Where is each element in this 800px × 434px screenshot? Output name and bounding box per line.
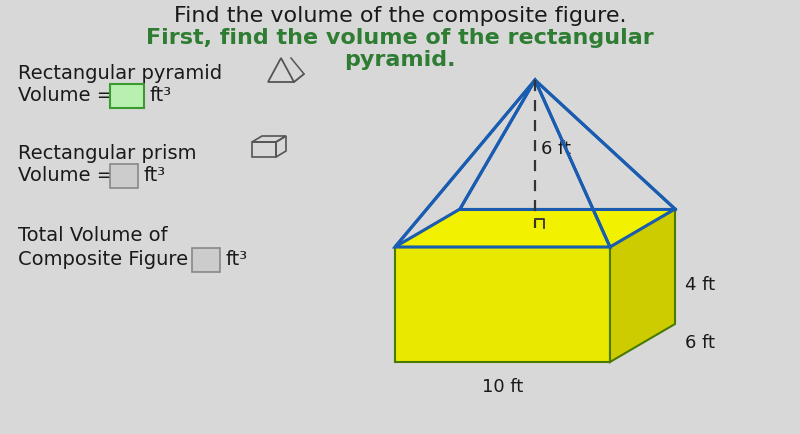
Polygon shape — [395, 209, 675, 247]
FancyBboxPatch shape — [192, 248, 220, 272]
Text: 10 ft: 10 ft — [482, 378, 523, 396]
Text: Find the volume of the composite figure.: Find the volume of the composite figure. — [174, 6, 626, 26]
Text: ft³: ft³ — [225, 250, 247, 269]
Text: 4 ft: 4 ft — [685, 276, 715, 295]
Text: Total Volume of: Total Volume of — [18, 226, 168, 245]
Text: Composite Figure =: Composite Figure = — [18, 250, 217, 269]
Text: 6 ft: 6 ft — [541, 140, 571, 158]
FancyBboxPatch shape — [110, 84, 144, 108]
Polygon shape — [610, 209, 675, 362]
Text: pyramid.: pyramid. — [344, 50, 456, 70]
Text: [ ]: [ ] — [195, 250, 217, 269]
Text: [?]: [?] — [114, 86, 140, 105]
Text: Volume =: Volume = — [18, 166, 119, 185]
Text: ft³: ft³ — [149, 86, 171, 105]
Text: Rectangular pyramid: Rectangular pyramid — [18, 64, 222, 83]
Text: Rectangular prism: Rectangular prism — [18, 144, 197, 163]
Text: ft³: ft³ — [143, 166, 165, 185]
FancyBboxPatch shape — [110, 164, 138, 188]
Polygon shape — [395, 247, 610, 362]
Text: [ ]: [ ] — [114, 166, 134, 185]
Text: 6 ft: 6 ft — [685, 334, 715, 352]
Text: Volume =: Volume = — [18, 86, 119, 105]
Text: First, find the volume of the rectangular: First, find the volume of the rectangula… — [146, 28, 654, 48]
